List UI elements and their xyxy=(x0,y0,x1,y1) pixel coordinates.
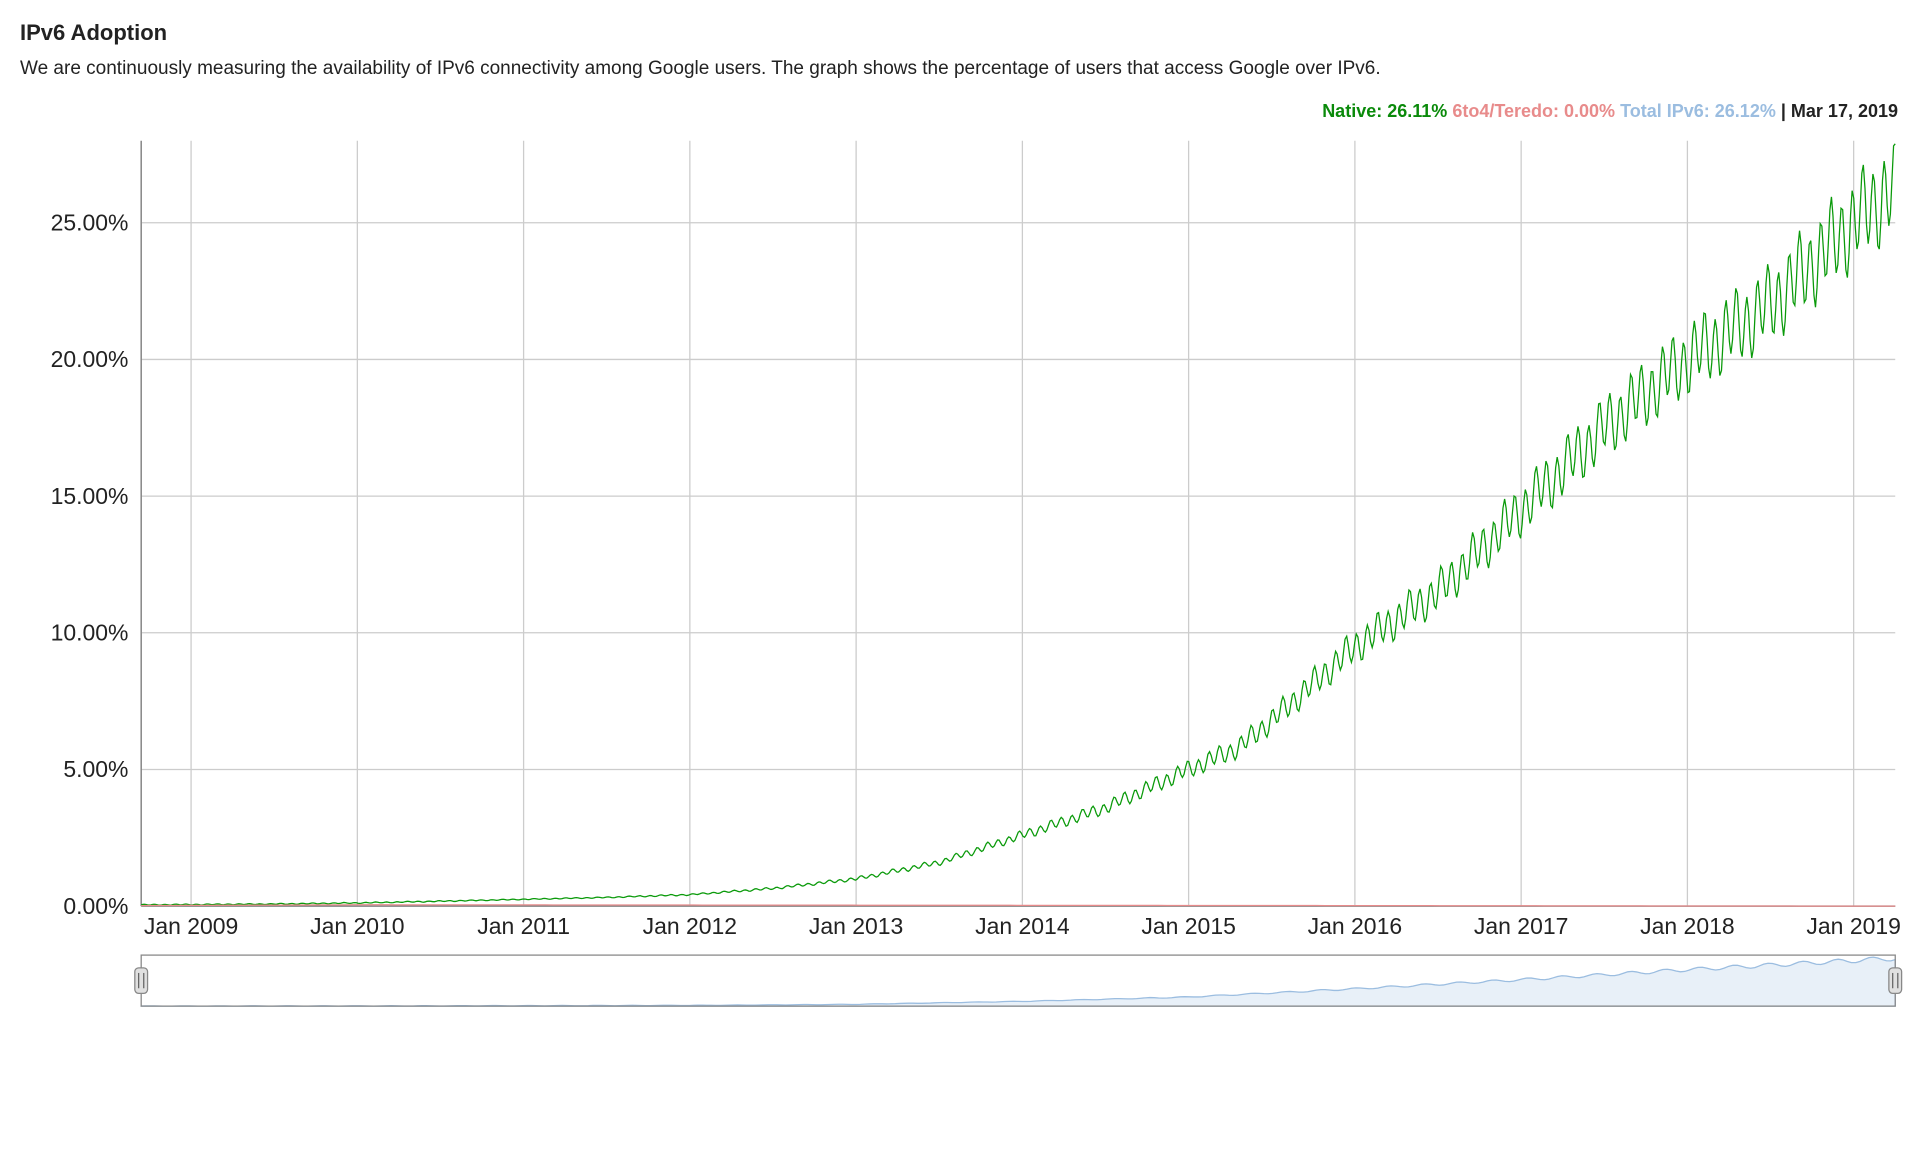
svg-text:Jan 2014: Jan 2014 xyxy=(975,913,1070,939)
svg-text:Jan 2011: Jan 2011 xyxy=(477,913,570,939)
svg-text:5.00%: 5.00% xyxy=(63,756,128,782)
svg-text:Jan 2012: Jan 2012 xyxy=(643,913,737,939)
svg-text:Jan 2016: Jan 2016 xyxy=(1308,913,1402,939)
svg-text:20.00%: 20.00% xyxy=(51,346,129,372)
main-chart[interactable]: Jan 2009 Jan 2010 Jan 2011 Jan 2012 Jan 2013… xyxy=(20,128,1908,944)
svg-text:Jan 2017: Jan 2017 xyxy=(1474,913,1568,939)
legend-teredo-value: 0.00% xyxy=(1564,101,1615,121)
range-selector[interactable] xyxy=(20,950,1908,1011)
range-handle[interactable] xyxy=(135,968,148,994)
svg-text:Jan 2009: Jan 2009 xyxy=(144,913,238,939)
range-selector-canvas xyxy=(20,950,1908,1011)
legend-total-label: Total IPv6: xyxy=(1620,101,1710,121)
chart-canvas: Jan 2009 Jan 2010 Jan 2011 Jan 2012 Jan 2013… xyxy=(20,128,1908,944)
legend-total-value: 26.12% xyxy=(1715,101,1776,121)
legend-teredo-label: 6to4/Teredo: xyxy=(1452,101,1559,121)
legend-teredo: 6to4/Teredo: 0.00% xyxy=(1452,101,1620,121)
chart-subtitle: We are continuously measuring the availa… xyxy=(20,56,1908,83)
svg-text:Jan 2015: Jan 2015 xyxy=(1141,913,1235,939)
svg-text:Jan 2019: Jan 2019 xyxy=(1806,913,1900,939)
legend-native: Native: 26.11% xyxy=(1322,101,1452,121)
svg-text:Jan 2018: Jan 2018 xyxy=(1640,913,1734,939)
legend-separator: | xyxy=(1781,101,1786,121)
legend: Native: 26.11% 6to4/Teredo: 0.00% Total … xyxy=(20,101,1908,122)
svg-text:0.00%: 0.00% xyxy=(63,892,128,918)
range-handle[interactable] xyxy=(1889,968,1902,994)
legend-native-value: 26.11% xyxy=(1387,101,1447,121)
svg-text:10.00%: 10.00% xyxy=(51,619,129,645)
chart-title: IPv6 Adoption xyxy=(20,20,1908,46)
legend-date: Mar 17, 2019 xyxy=(1791,101,1898,121)
svg-text:25.00%: 25.00% xyxy=(51,209,129,235)
legend-native-label: Native: xyxy=(1322,101,1382,121)
svg-text:Jan 2013: Jan 2013 xyxy=(809,913,903,939)
legend-total: Total IPv6: 26.12% xyxy=(1620,101,1781,121)
svg-text:15.00%: 15.00% xyxy=(51,482,129,508)
svg-text:Jan 2010: Jan 2010 xyxy=(310,913,404,939)
